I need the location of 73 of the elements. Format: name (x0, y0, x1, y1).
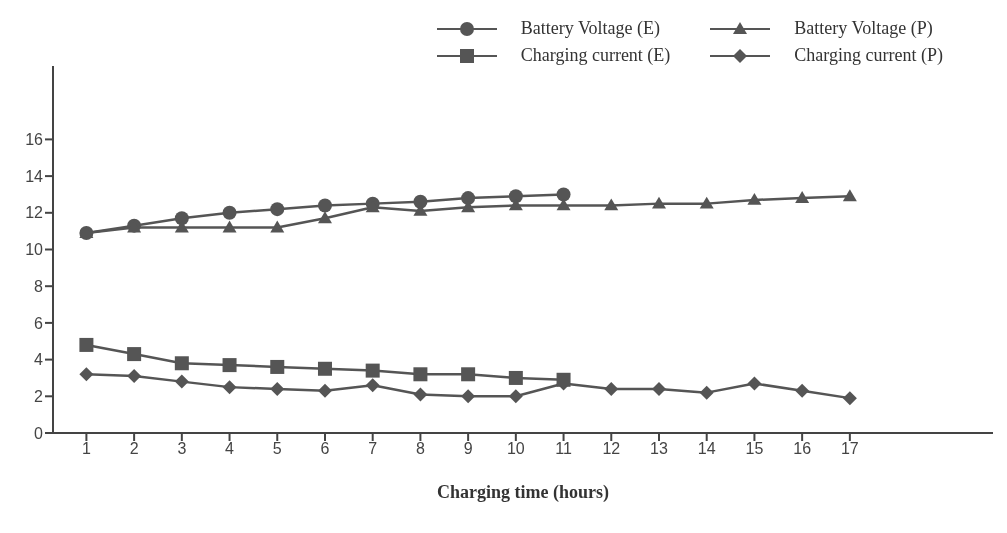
point (270, 381, 285, 396)
point (365, 363, 380, 378)
point (461, 389, 476, 404)
point (508, 389, 523, 404)
point (270, 202, 285, 217)
y-tick-label: 6 (34, 314, 44, 332)
legend-label: Battery Voltage (E) (520, 18, 661, 39)
point (747, 376, 762, 391)
y-tick-label: 8 (34, 277, 44, 295)
point (270, 220, 285, 233)
x-tick-label: 13 (650, 440, 668, 458)
x-tick-label: 16 (793, 440, 812, 458)
legend-label: Battery Voltage (P) (794, 18, 933, 39)
x-tick-label: 8 (415, 440, 425, 458)
x-axis-title: Charging time (hours) (437, 482, 609, 503)
point (842, 189, 857, 202)
point (461, 191, 476, 206)
x-tick-label: 6 (320, 440, 330, 458)
point (699, 196, 714, 209)
x-tick-label: 5 (272, 440, 282, 458)
x-tick-label: 15 (745, 440, 764, 458)
point (174, 374, 189, 389)
y-tick-label: 2 (34, 387, 44, 405)
y-tick-label: 14 (25, 167, 44, 185)
point (317, 211, 332, 224)
y-tick-label: 16 (25, 131, 44, 149)
x-tick-label: 4 (225, 440, 235, 458)
point (174, 211, 189, 226)
x-tick-label: 17 (840, 440, 859, 458)
point (270, 359, 285, 374)
point (795, 383, 810, 398)
point (222, 358, 237, 373)
point (842, 391, 857, 406)
point (651, 381, 666, 396)
point (747, 192, 762, 205)
point (461, 367, 476, 382)
legend-label: Charging current (P) (794, 45, 943, 66)
point (317, 383, 332, 398)
y-tick-label: 12 (25, 204, 44, 222)
point (508, 189, 523, 204)
point (604, 381, 619, 396)
legend-label: Charging current (E) (520, 45, 671, 66)
y-tick-label: 10 (25, 241, 44, 259)
x-tick-label: 12 (602, 440, 621, 458)
x-tick-label: 2 (129, 440, 139, 458)
point (127, 369, 142, 384)
point (222, 380, 237, 395)
point (508, 370, 523, 385)
point (556, 187, 571, 202)
x-tick-label: 11 (555, 440, 572, 458)
y-tick-label: 4 (34, 351, 44, 369)
point (127, 347, 142, 362)
point (317, 361, 332, 376)
point (222, 220, 237, 233)
point (413, 387, 428, 402)
x-tick-label: 14 (697, 440, 716, 458)
point (317, 198, 332, 213)
point (79, 367, 94, 382)
x-tick-label: 3 (177, 440, 187, 458)
x-tick-label: 7 (368, 440, 378, 458)
y-tick-label: 0 (34, 424, 44, 442)
point (79, 337, 94, 352)
point (413, 367, 428, 382)
point (699, 385, 714, 400)
point (222, 205, 237, 220)
x-tick-label: 10 (506, 440, 525, 458)
point (174, 356, 189, 371)
point (604, 198, 619, 211)
point (651, 196, 666, 209)
x-tick-label: 1 (81, 440, 91, 458)
x-tick-label: 9 (463, 440, 473, 458)
point (365, 378, 380, 393)
point (795, 191, 810, 204)
